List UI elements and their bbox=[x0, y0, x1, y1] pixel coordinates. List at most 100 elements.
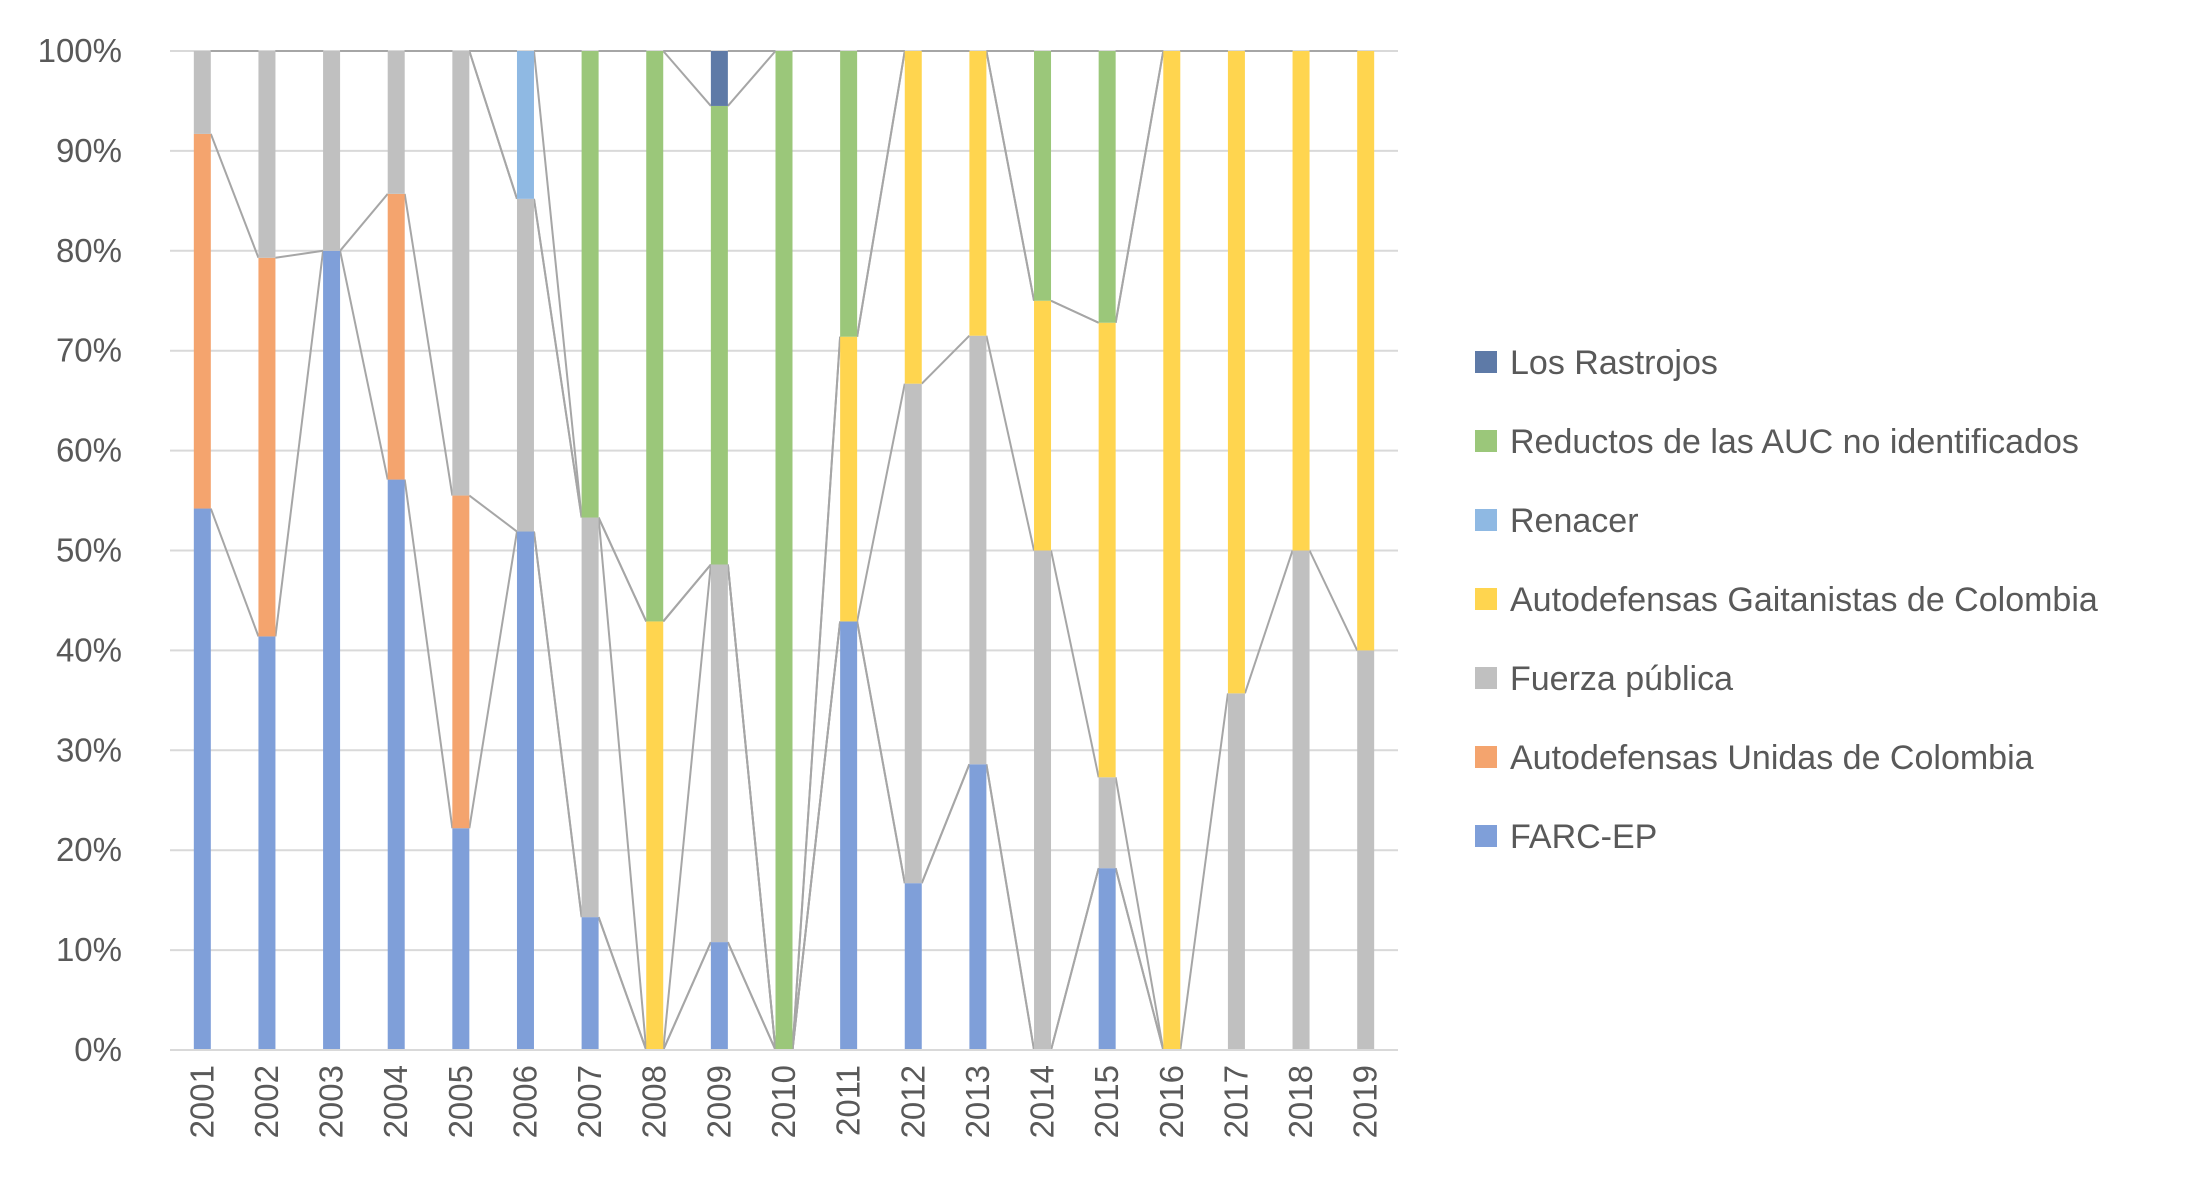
bar-segment bbox=[1034, 550, 1052, 1050]
bar-segment bbox=[581, 51, 599, 518]
bar-segment bbox=[710, 105, 728, 565]
series-line bbox=[532, 531, 583, 918]
legend-label: Autodefensas Unidas de Colombia bbox=[1510, 739, 2034, 777]
series-line bbox=[921, 335, 971, 385]
bar-segment bbox=[840, 621, 858, 1050]
bar-segment bbox=[1098, 51, 1116, 323]
series-line bbox=[985, 335, 1036, 551]
bar-segment bbox=[969, 764, 987, 1050]
series-line bbox=[468, 494, 518, 533]
series-line bbox=[403, 479, 454, 829]
bar-segment bbox=[1098, 322, 1116, 778]
x-tick-label: 2001 bbox=[183, 1065, 220, 1138]
bar-segment bbox=[840, 336, 858, 622]
bar-segment bbox=[710, 942, 728, 1050]
legend-label: Reductos de las AUC no identificados bbox=[1510, 423, 2079, 461]
bars bbox=[193, 51, 1375, 1051]
bar-segment bbox=[323, 51, 341, 251]
x-tick-label: 2010 bbox=[765, 1065, 802, 1138]
bar-segment bbox=[452, 51, 470, 496]
x-tick-label: 2011 bbox=[830, 1065, 867, 1136]
series-line bbox=[1179, 693, 1229, 1051]
bar-segment bbox=[1098, 777, 1116, 869]
bar-segment bbox=[1034, 51, 1052, 301]
x-tick-label: 2004 bbox=[377, 1065, 414, 1138]
bar-segment bbox=[258, 257, 276, 637]
bar-segment bbox=[193, 508, 211, 1050]
bar-segment bbox=[258, 636, 276, 1050]
bar-segment bbox=[1357, 51, 1375, 651]
legend-label: Autodefensas Gaitanistas de Colombia bbox=[1510, 581, 2098, 619]
series-line bbox=[985, 764, 1036, 1051]
x-tick-label: 2005 bbox=[442, 1065, 479, 1138]
x-tick-label: 2012 bbox=[894, 1065, 931, 1138]
bar-segment bbox=[1163, 51, 1181, 1050]
bar-segment bbox=[1292, 51, 1310, 551]
bar-segment bbox=[516, 531, 534, 1050]
legend: Los Rastrojos Reductos de las AUC no iden… bbox=[1475, 344, 2098, 856]
legend-label: Renacer bbox=[1510, 502, 1639, 540]
legend-swatch bbox=[1475, 351, 1497, 373]
series-line bbox=[468, 531, 518, 829]
series-line bbox=[791, 336, 842, 1051]
series-line bbox=[856, 621, 906, 884]
legend-swatch bbox=[1475, 588, 1497, 610]
bar-segment bbox=[646, 51, 664, 622]
x-tick-label: 2015 bbox=[1088, 1065, 1125, 1138]
series-line bbox=[274, 250, 325, 637]
y-tick-label: 80% bbox=[56, 232, 122, 269]
x-tick-label: 2002 bbox=[248, 1065, 285, 1138]
x-tick-label: 2014 bbox=[1024, 1065, 1061, 1138]
series-line bbox=[920, 763, 971, 884]
bar-segment bbox=[258, 51, 276, 258]
x-tick-label: 2009 bbox=[700, 1065, 737, 1138]
series-line bbox=[726, 941, 777, 1051]
series-line bbox=[727, 50, 777, 107]
series-line bbox=[532, 198, 583, 518]
bar-segment bbox=[1227, 51, 1245, 694]
series-line bbox=[597, 916, 648, 1051]
bar-segment bbox=[387, 479, 405, 1050]
x-tick-label: 2018 bbox=[1282, 1065, 1319, 1138]
y-tick-label: 90% bbox=[56, 132, 122, 169]
series-line bbox=[1050, 867, 1100, 1051]
series-line bbox=[209, 133, 260, 259]
bar-segment bbox=[646, 621, 664, 1050]
series-line bbox=[1114, 777, 1165, 1051]
y-tick-label: 40% bbox=[56, 631, 122, 668]
series-line bbox=[468, 50, 518, 200]
series-line bbox=[1050, 299, 1100, 324]
bar-segment bbox=[193, 51, 211, 134]
series-line bbox=[532, 50, 583, 518]
y-tick-label: 60% bbox=[56, 432, 122, 469]
bar-segment bbox=[452, 495, 470, 829]
series-line bbox=[856, 50, 906, 337]
legend-label: FARC-EP bbox=[1510, 818, 1657, 856]
bar-segment bbox=[387, 51, 405, 194]
bar-segment bbox=[904, 383, 922, 884]
series-line bbox=[791, 621, 842, 1051]
bar-segment bbox=[969, 51, 987, 336]
x-tick-label: 2003 bbox=[313, 1065, 350, 1138]
series-line bbox=[209, 508, 260, 637]
x-tick-label: 2006 bbox=[506, 1065, 543, 1138]
bar-segment bbox=[969, 335, 987, 765]
x-tick-label: 2007 bbox=[571, 1065, 608, 1138]
legend-swatch bbox=[1475, 430, 1497, 452]
series-line bbox=[856, 383, 906, 622]
y-tick-label: 10% bbox=[56, 931, 122, 968]
bar-segment bbox=[1098, 868, 1116, 1050]
bar-segment bbox=[581, 917, 599, 1050]
x-tick-label: 2008 bbox=[636, 1065, 673, 1138]
bar-segment bbox=[904, 51, 922, 384]
legend-swatch bbox=[1475, 746, 1497, 768]
bar-segment bbox=[710, 51, 728, 106]
legend-swatch bbox=[1475, 667, 1497, 689]
legend-label: Fuerza pública bbox=[1510, 660, 1733, 698]
y-tick-label: 100% bbox=[38, 32, 122, 69]
bar-segment bbox=[516, 198, 534, 532]
series-line bbox=[403, 193, 454, 496]
bar-segment bbox=[581, 517, 599, 918]
